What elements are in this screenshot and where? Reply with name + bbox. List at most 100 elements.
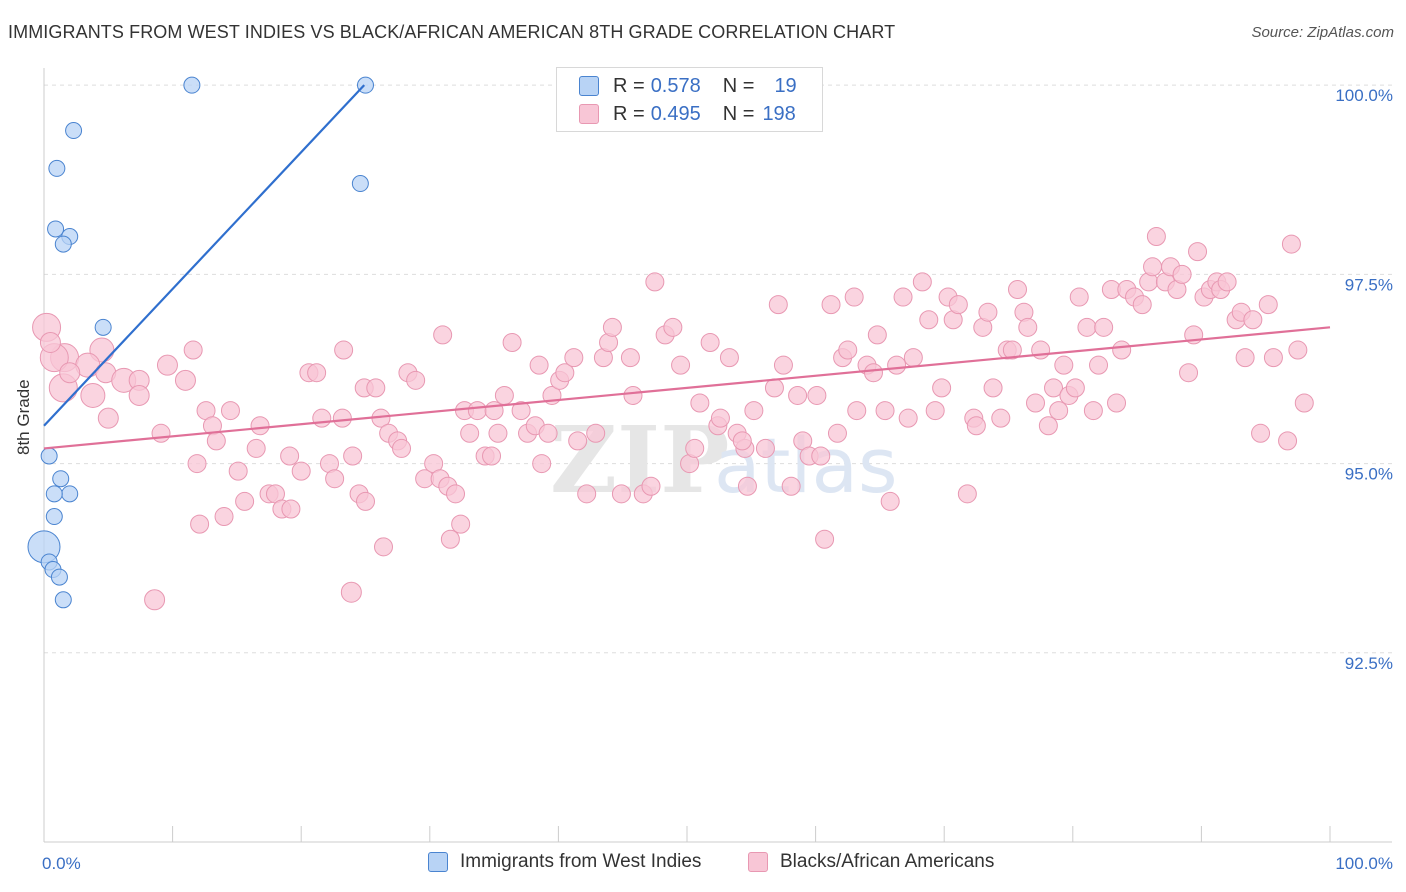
data-point-black-african-american	[898, 408, 918, 428]
data-point-black-african-american	[1258, 295, 1278, 315]
data-point-black-african-american	[1065, 378, 1085, 398]
data-point-black-african-american	[529, 355, 549, 375]
data-point-black-african-american	[1089, 355, 1109, 375]
data-point-black-african-american	[690, 393, 710, 413]
data-point-black-african-american	[867, 325, 887, 345]
data-point-black-african-american	[494, 385, 514, 405]
bottom-legend-black-african-american: Blacks/African Americans	[748, 851, 994, 873]
data-point-black-african-american	[1002, 340, 1022, 360]
legend-swatch-blue	[579, 76, 599, 96]
data-point-black-african-american	[1278, 431, 1298, 451]
bottom-legend-label: Blacks/African Americans	[780, 851, 995, 872]
data-point-black-african-american	[1143, 257, 1163, 277]
data-point-black-african-american	[246, 438, 266, 458]
legend-r-value: 0.495	[650, 102, 701, 125]
data-point-black-african-american	[1094, 317, 1114, 337]
data-point-black-african-american	[719, 348, 739, 368]
data-point-black-african-american	[978, 302, 998, 322]
series-pink-points	[32, 227, 1314, 611]
data-point-black-african-american	[815, 529, 835, 549]
data-point-black-african-american	[532, 454, 552, 474]
data-point-west-indies	[65, 122, 83, 140]
data-point-black-african-american	[39, 331, 61, 353]
data-point-black-african-american	[568, 431, 588, 451]
data-point-black-african-american	[1281, 234, 1301, 254]
data-point-black-african-american	[919, 310, 939, 330]
data-point-black-african-american	[773, 355, 793, 375]
data-point-black-african-american	[847, 401, 867, 421]
data-point-black-african-american	[838, 340, 858, 360]
data-point-black-african-american	[880, 491, 900, 511]
chart-title: IMMIGRANTS FROM WEST INDIES VS BLACK/AFR…	[8, 22, 896, 42]
data-point-black-african-american	[912, 272, 932, 292]
tick-labels: 92.5% 95.0% 97.5% 100.0% 0.0% 100.0%	[42, 86, 1393, 873]
data-point-west-indies	[52, 470, 70, 488]
data-point-black-african-american	[611, 484, 631, 504]
x-tick-label: 100.0%	[1335, 854, 1393, 873]
data-point-black-african-american	[1251, 423, 1271, 443]
data-point-black-african-american	[1132, 295, 1152, 315]
data-point-black-african-american	[671, 355, 691, 375]
data-point-black-african-american	[564, 348, 584, 368]
data-point-black-african-american	[875, 401, 895, 421]
data-point-black-african-american	[406, 370, 426, 390]
legend-row-black-african-american: R = 0.495 N = 198	[579, 102, 796, 126]
data-point-black-african-american	[334, 340, 354, 360]
legend-r-label: R =	[613, 102, 645, 125]
data-point-black-african-american	[144, 589, 166, 611]
data-point-black-african-american	[1235, 348, 1255, 368]
legend-swatch-pink	[579, 104, 599, 124]
data-point-black-african-american	[764, 378, 784, 398]
data-point-black-african-american	[620, 348, 640, 368]
data-point-black-african-american	[1044, 378, 1064, 398]
data-point-black-african-american	[235, 491, 255, 511]
data-point-black-african-american	[932, 378, 952, 398]
data-point-black-african-american	[1018, 317, 1038, 337]
data-point-black-african-american	[710, 408, 730, 428]
data-point-black-african-american	[312, 408, 332, 428]
data-point-black-african-american	[280, 446, 300, 466]
y-tick-label: 92.5%	[1345, 654, 1393, 673]
data-point-black-african-american	[586, 423, 606, 443]
data-point-black-african-american	[1054, 355, 1074, 375]
data-point-black-african-american	[781, 476, 801, 496]
trendline-black-african-american	[43, 326, 1331, 450]
data-point-black-african-american	[228, 461, 248, 481]
y-axis-label: 8th Grade	[14, 379, 33, 455]
data-point-black-african-american	[887, 355, 907, 375]
data-point-black-african-american	[1288, 340, 1308, 360]
data-point-black-african-american	[433, 325, 453, 345]
data-point-black-african-american	[460, 423, 480, 443]
data-point-west-indies	[183, 76, 201, 94]
data-point-black-african-american	[844, 287, 864, 307]
data-point-black-african-american	[281, 499, 301, 519]
legend-row-west-indies: R = 0.578 N = 19	[579, 74, 797, 98]
data-point-black-african-american	[821, 295, 841, 315]
data-point-black-african-american	[645, 272, 665, 292]
data-point-black-african-american	[511, 401, 531, 421]
data-point-black-african-american	[863, 363, 883, 383]
data-point-black-african-american	[446, 484, 466, 504]
data-point-west-indies	[40, 447, 58, 465]
data-point-black-african-american	[1107, 393, 1127, 413]
data-point-black-african-american	[966, 416, 986, 436]
y-tick-label: 100.0%	[1335, 86, 1393, 105]
data-point-black-african-american	[1077, 317, 1097, 337]
bottom-legend-swatch-blue	[428, 852, 448, 872]
bottom-legend-label: Immigrants from West Indies	[460, 851, 702, 872]
data-point-black-african-american	[451, 514, 471, 534]
data-point-black-african-american	[1217, 272, 1237, 292]
data-point-west-indies	[94, 318, 112, 336]
data-point-black-african-american	[356, 491, 375, 511]
data-point-black-african-american	[220, 401, 240, 421]
data-point-black-african-american	[440, 529, 460, 549]
data-point-black-african-american	[700, 332, 720, 352]
data-point-west-indies	[47, 220, 65, 238]
source-attribution: Source: ZipAtlas.com	[1251, 24, 1394, 41]
data-point-black-african-american	[392, 438, 412, 458]
data-point-black-african-american	[190, 514, 210, 534]
legend-r-value: 0.578	[650, 74, 701, 97]
x-tick-label: 0.0%	[42, 854, 81, 873]
data-point-west-indies	[45, 508, 63, 526]
